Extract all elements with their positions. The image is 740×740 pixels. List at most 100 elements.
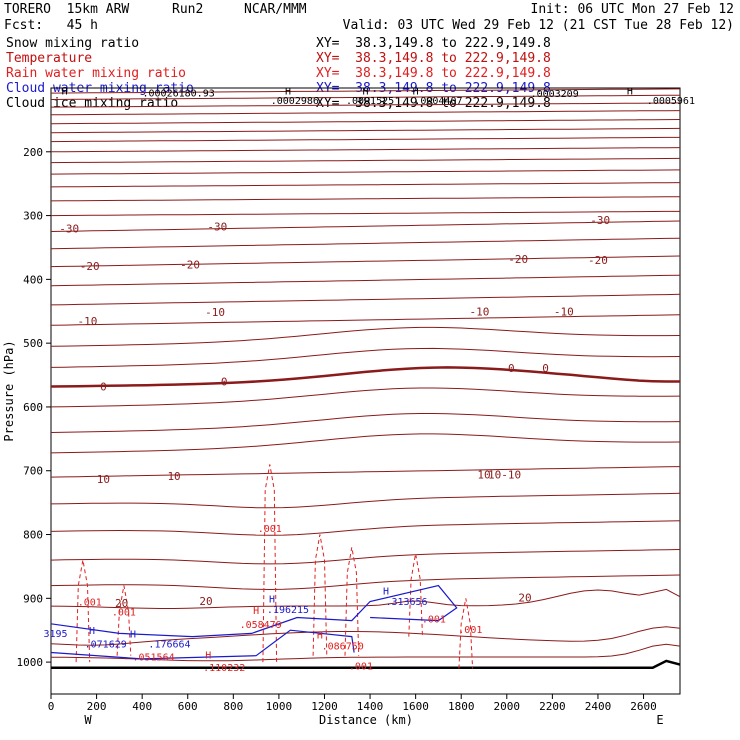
isotherm bbox=[50, 274, 681, 287]
isotherm bbox=[50, 492, 681, 509]
temperature-label: 20 bbox=[115, 597, 128, 610]
y-tick-label: 600 bbox=[23, 401, 43, 414]
isotherm bbox=[50, 196, 681, 202]
isotherm bbox=[50, 520, 681, 536]
temperature-label: -20 bbox=[180, 259, 200, 272]
isotherm bbox=[50, 237, 681, 250]
rain-contour bbox=[116, 585, 132, 656]
isotherm bbox=[50, 169, 681, 175]
x-axis-title: Distance (km) bbox=[319, 713, 413, 727]
isotherm bbox=[50, 147, 681, 153]
rain-contour bbox=[312, 534, 328, 656]
org-label: NCAR/MMM bbox=[244, 2, 307, 17]
temperature-label: 10 bbox=[477, 469, 490, 482]
y-tick-label: 900 bbox=[23, 592, 43, 605]
temperature-label: -30 bbox=[590, 214, 610, 227]
legend-xy: XY= 38.3,149.8 to 222.9,149.8 bbox=[316, 36, 551, 51]
x-tick-label: 400 bbox=[132, 700, 152, 713]
rain-contour bbox=[262, 464, 278, 663]
plot-frame bbox=[50, 87, 681, 695]
rain-contour bbox=[75, 559, 91, 663]
temperature-label: -10 bbox=[554, 305, 574, 318]
y-tick-label: 500 bbox=[23, 337, 43, 350]
cloud-water-contour bbox=[50, 629, 355, 660]
isotherm bbox=[50, 127, 681, 134]
rain-label: .051564 bbox=[132, 652, 174, 663]
rain-label: .058479 bbox=[240, 620, 282, 631]
rain-label: .001 bbox=[78, 598, 102, 609]
x-tick-label: 2200 bbox=[539, 700, 566, 713]
isotherm bbox=[50, 255, 681, 268]
temperature-label: -20 bbox=[588, 254, 608, 267]
cloud-water-label: H bbox=[89, 626, 95, 637]
legend-label: Rain water mixing ratio bbox=[6, 66, 187, 81]
rain-contour bbox=[344, 547, 360, 656]
max-label: H bbox=[627, 87, 633, 98]
rain-contour bbox=[408, 553, 423, 637]
isotherm bbox=[50, 326, 681, 347]
y-tick-label: 400 bbox=[23, 273, 43, 286]
legend-xy: XY= 38.3,149.8 to 222.9,149.8 bbox=[316, 51, 551, 66]
x-tick-label: 600 bbox=[178, 700, 198, 713]
cloud-water-label: .071629 bbox=[85, 640, 127, 651]
valid-time: Valid: 03 UTC Wed 29 Feb 12 (21 CST Tue … bbox=[342, 18, 734, 33]
cloud-water-label: H bbox=[269, 594, 275, 605]
temperature-label: 20 bbox=[518, 592, 531, 605]
rain-label: .086750 bbox=[322, 642, 364, 653]
run-label: Run2 bbox=[172, 2, 204, 17]
max-label: .0005961 bbox=[647, 96, 695, 107]
rain-label: .001 bbox=[458, 625, 482, 636]
temperature-label: -30 bbox=[207, 220, 227, 233]
cloud-water-label: H bbox=[383, 587, 389, 598]
isotherm bbox=[50, 182, 681, 188]
isotherm bbox=[50, 110, 681, 116]
max-label: H bbox=[362, 87, 368, 98]
isotherm bbox=[50, 220, 681, 232]
cloud-water-label: 3195 bbox=[44, 629, 68, 640]
temperature-label: -20 bbox=[508, 253, 528, 266]
cloud-water-label: H bbox=[130, 629, 136, 640]
x-tick-label: 1600 bbox=[402, 700, 429, 713]
legend-label: Temperature bbox=[6, 51, 93, 66]
x-tick-label: 1000 bbox=[266, 700, 293, 713]
isotherm bbox=[50, 102, 681, 108]
west-label: W bbox=[84, 713, 92, 727]
legend-label: Snow mixing ratio bbox=[6, 36, 140, 51]
isotherm bbox=[50, 413, 681, 433]
isotherm-surface bbox=[50, 626, 681, 646]
isotherm bbox=[50, 387, 681, 408]
rain-label: .001 bbox=[422, 615, 446, 626]
isotherm bbox=[50, 314, 681, 326]
max-label: H bbox=[285, 87, 291, 98]
x-tick-label: 1400 bbox=[357, 700, 384, 713]
rain-label: .001 bbox=[258, 524, 282, 535]
isotherm bbox=[50, 466, 681, 478]
isotherm-zero bbox=[50, 366, 680, 388]
isotherm bbox=[50, 549, 681, 565]
cloud-water-label: .176664 bbox=[148, 640, 190, 651]
temperature-label: -30 bbox=[59, 222, 79, 235]
temperature-label: 0 bbox=[221, 375, 228, 388]
cloud-water-label: .196215 bbox=[267, 605, 309, 616]
rain-label: .110232 bbox=[203, 663, 245, 674]
rain-contour bbox=[458, 598, 474, 669]
y-tick-label: 800 bbox=[23, 529, 43, 542]
rain-label: H bbox=[317, 631, 323, 642]
x-tick-label: 2000 bbox=[494, 700, 521, 713]
isotherm bbox=[50, 88, 681, 94]
temperature-label: -20 bbox=[80, 260, 100, 273]
temperature-label: -10 bbox=[470, 305, 490, 318]
isotherm-surface bbox=[50, 643, 681, 662]
max-label: .00026180.93 bbox=[142, 88, 214, 99]
cloud-water-label: .313656 bbox=[385, 597, 427, 608]
max-label: H bbox=[413, 87, 419, 98]
temperature-label: 20 bbox=[199, 595, 212, 608]
max-label: .0001525 bbox=[346, 96, 394, 107]
isotherm bbox=[50, 347, 681, 368]
isotherm bbox=[50, 210, 680, 217]
x-tick-label: 0 bbox=[48, 700, 55, 713]
temperature-label: -10 bbox=[205, 306, 225, 319]
east-label: E bbox=[656, 713, 663, 727]
model-title: TORERO 15km ARW bbox=[4, 2, 130, 17]
max-label: H bbox=[62, 87, 68, 98]
